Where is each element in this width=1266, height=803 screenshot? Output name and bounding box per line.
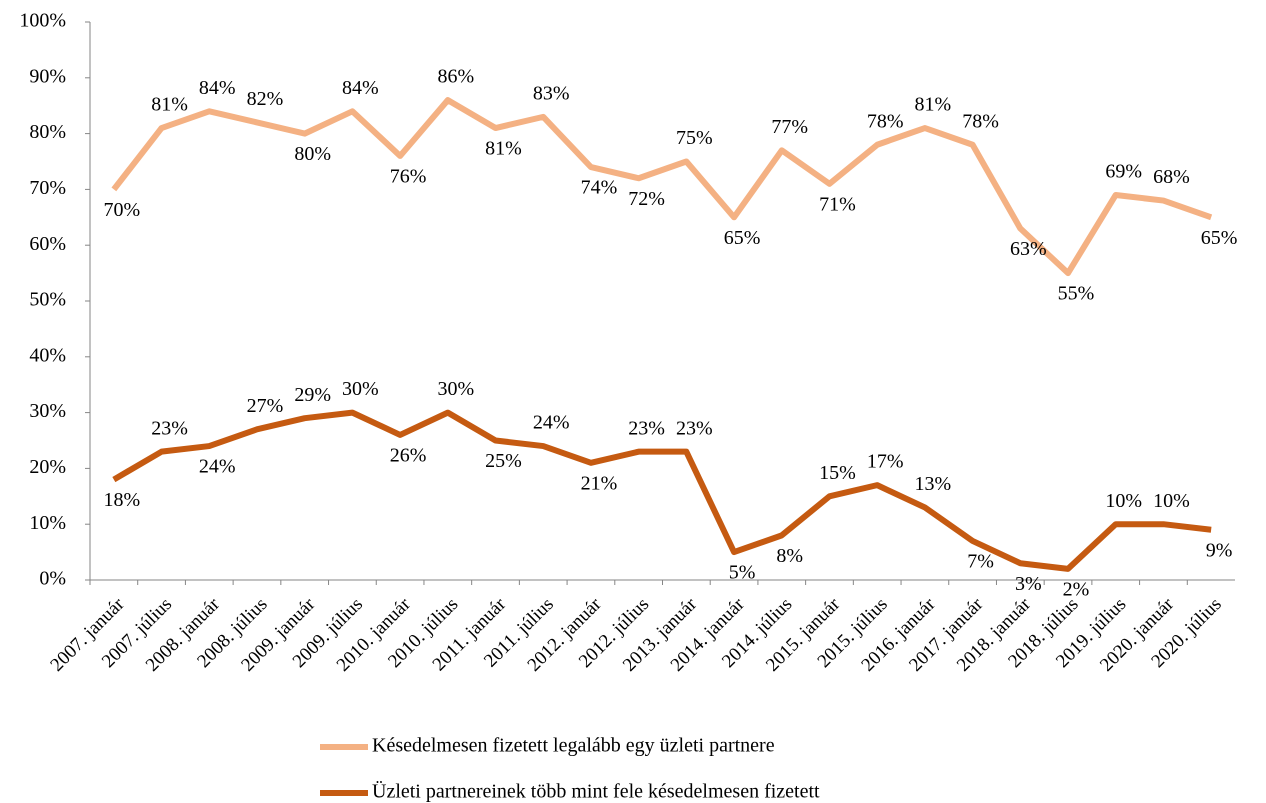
series-line xyxy=(111,97,1213,277)
data-label: 23% xyxy=(151,417,188,439)
data-label: 72% xyxy=(628,188,665,210)
data-label: 15% xyxy=(819,462,856,484)
data-label: 77% xyxy=(771,116,808,138)
data-label: 65% xyxy=(1201,227,1238,249)
data-label: 76% xyxy=(390,166,427,188)
data-label: 13% xyxy=(915,473,952,495)
data-label: 81% xyxy=(485,138,522,160)
y-tick-label: 50% xyxy=(29,289,66,311)
y-tick-label: 80% xyxy=(29,121,66,143)
data-label: 81% xyxy=(151,94,188,116)
data-label: 70% xyxy=(104,199,141,221)
data-label: 81% xyxy=(915,94,952,116)
data-label: 55% xyxy=(1058,283,1095,305)
y-tick-label: 10% xyxy=(29,512,66,534)
y-tick-label: 30% xyxy=(29,400,66,422)
data-label: 75% xyxy=(676,127,713,149)
data-label: 63% xyxy=(1010,238,1047,260)
data-label: 24% xyxy=(533,412,570,434)
data-label: 23% xyxy=(676,417,713,439)
data-label: 69% xyxy=(1105,161,1142,183)
data-label: 68% xyxy=(1153,166,1190,188)
data-label: 23% xyxy=(628,417,665,439)
data-label: 9% xyxy=(1206,539,1233,561)
data-label: 17% xyxy=(867,451,904,473)
data-label: 29% xyxy=(294,384,331,406)
data-label: 82% xyxy=(247,88,284,110)
y-tick-label: 40% xyxy=(29,344,66,366)
data-label: 86% xyxy=(437,66,474,88)
data-label: 65% xyxy=(724,227,761,249)
data-label: 78% xyxy=(867,110,904,132)
data-label: 30% xyxy=(437,378,474,400)
data-label: 18% xyxy=(104,489,141,511)
data-label: 8% xyxy=(776,545,803,567)
data-label: 71% xyxy=(819,193,856,215)
y-tick-label: 100% xyxy=(19,10,66,32)
data-label: 10% xyxy=(1105,490,1142,512)
data-label: 3% xyxy=(1015,573,1042,595)
y-tick-label: 70% xyxy=(29,177,66,199)
data-label: 27% xyxy=(247,395,284,417)
series-line xyxy=(112,409,1212,572)
data-label: 30% xyxy=(342,378,379,400)
y-tick-label: 60% xyxy=(29,233,66,255)
data-label: 25% xyxy=(485,450,522,472)
data-label: 26% xyxy=(390,445,427,467)
legend-label: Késedelmesen fizetett legalább egy üzlet… xyxy=(372,735,775,757)
y-tick-label: 90% xyxy=(29,65,66,87)
data-label: 7% xyxy=(967,551,994,573)
data-label: 24% xyxy=(199,456,236,478)
data-label: 2% xyxy=(1063,578,1090,600)
data-label: 10% xyxy=(1153,490,1190,512)
y-tick-label: 20% xyxy=(29,456,66,478)
data-label: 5% xyxy=(729,562,756,584)
data-label: 21% xyxy=(581,472,618,494)
data-label: 84% xyxy=(342,77,379,99)
data-label: 84% xyxy=(199,77,236,99)
data-label: 83% xyxy=(533,82,570,104)
data-label: 74% xyxy=(581,177,618,199)
data-label: 78% xyxy=(962,110,999,132)
data-label: 80% xyxy=(294,143,331,165)
y-tick-label: 0% xyxy=(39,568,66,590)
legend-label: Üzleti partnereinek több mint fele késed… xyxy=(372,780,820,803)
